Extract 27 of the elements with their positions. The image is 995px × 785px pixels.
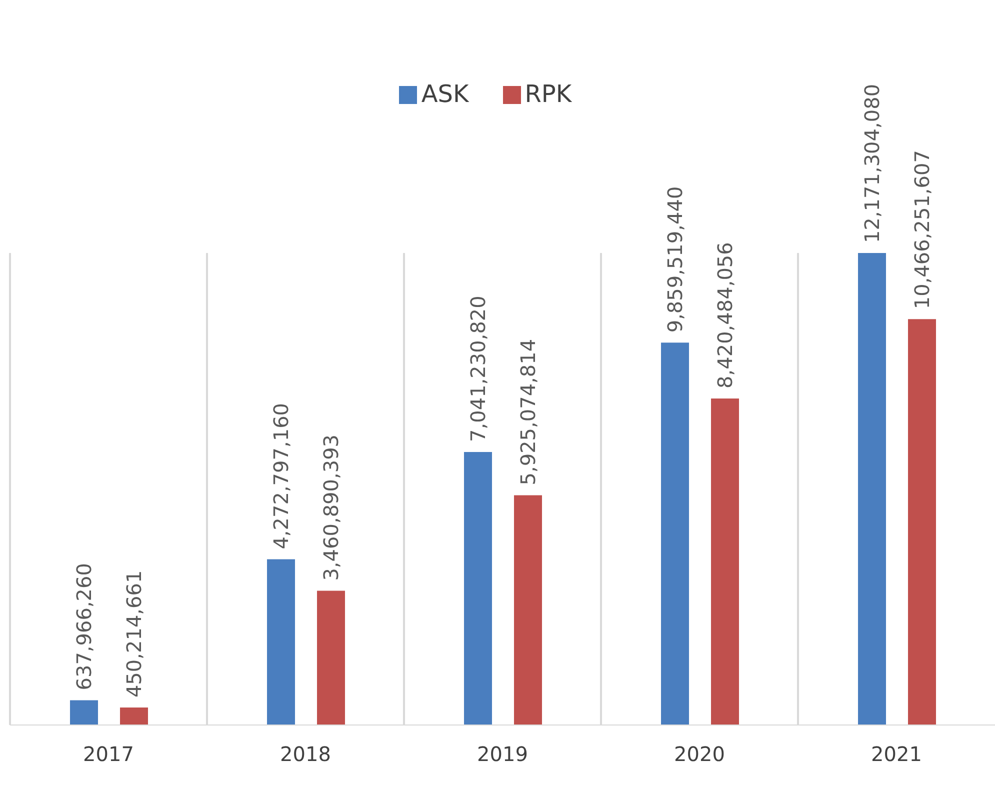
data-label: 3,460,890,393 xyxy=(319,434,343,581)
data-label: 450,214,661 xyxy=(122,570,146,698)
legend-label: ASK xyxy=(421,80,469,108)
data-label: 8,420,484,056 xyxy=(713,242,737,388)
x-tick-label: 2017 xyxy=(83,742,134,766)
x-tick-label: 2021 xyxy=(871,742,922,766)
bar xyxy=(464,452,492,725)
data-label: 5,925,074,814 xyxy=(516,338,540,486)
bar xyxy=(70,700,98,725)
bar xyxy=(514,495,542,725)
bar xyxy=(711,398,739,725)
data-label: 7,041,230,820 xyxy=(466,296,490,442)
bar xyxy=(267,559,295,725)
bar xyxy=(317,590,345,725)
x-tick-label: 2019 xyxy=(477,742,528,766)
data-label: 9,859,519,440 xyxy=(663,186,687,333)
data-label: 4,272,797,160 xyxy=(269,402,293,550)
data-label: 12,171,304,080 xyxy=(860,84,884,243)
x-tick-label: 2020 xyxy=(674,742,725,766)
data-label: 10,466,251,607 xyxy=(910,150,934,310)
data-label: 637,966,260 xyxy=(72,563,96,690)
bar xyxy=(120,708,148,725)
x-tick-label: 2018 xyxy=(280,742,331,766)
bar xyxy=(858,253,886,725)
bar xyxy=(908,319,936,725)
legend-label: RPK xyxy=(524,80,572,108)
bar xyxy=(661,342,689,725)
